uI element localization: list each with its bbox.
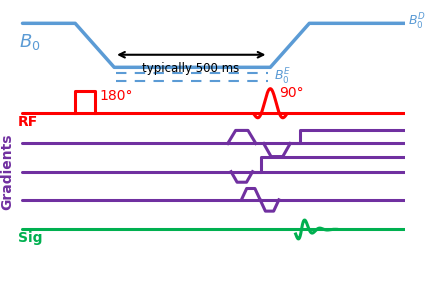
Text: typically 500 ms: typically 500 ms [142,62,240,75]
Text: 180°: 180° [100,89,133,103]
Text: $B_0^E$: $B_0^E$ [274,67,291,87]
Text: RF: RF [18,115,38,129]
Text: $B_0^D$: $B_0^D$ [408,12,426,32]
Text: Gradients: Gradients [1,133,14,210]
Text: $B_0$: $B_0$ [19,32,40,52]
Text: Sig: Sig [18,231,42,245]
Text: 90°: 90° [279,86,304,100]
